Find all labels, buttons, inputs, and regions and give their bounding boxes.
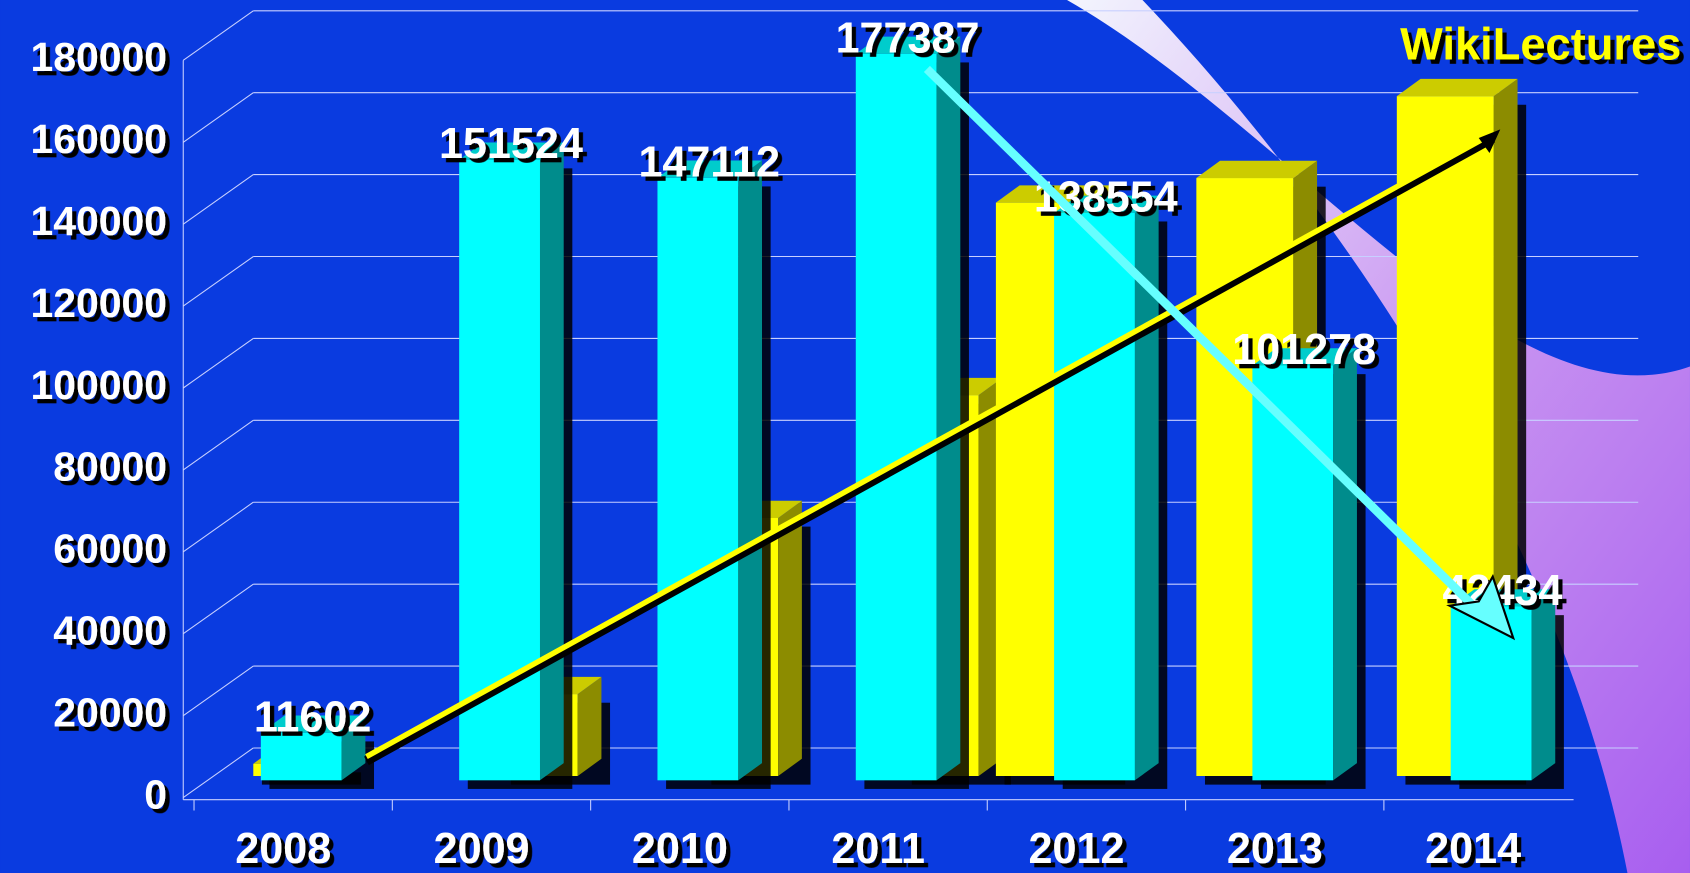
bar-side [936, 36, 961, 781]
bar-top [459, 142, 564, 160]
y-tick-label: 120000 [30, 280, 167, 326]
x-tick-label: 2013 [1227, 825, 1323, 873]
bar-top [1252, 348, 1357, 366]
y-tick-label: 60000 [53, 526, 167, 572]
bar-front [1252, 365, 1334, 781]
y-tick-label: 140000 [30, 198, 167, 244]
chart-title: WikiLectures [1400, 18, 1681, 69]
bar-top [1054, 195, 1159, 213]
grid-line [182, 665, 254, 717]
bar-front [1054, 212, 1135, 781]
bar-side [539, 142, 564, 781]
data-label: 101278 [1232, 326, 1376, 374]
trend-arrow [364, 133, 1496, 766]
grid-line [182, 10, 254, 61]
y-tick-label: 20000 [53, 689, 167, 735]
bar-side [1531, 589, 1556, 781]
bar-front [1450, 606, 1532, 781]
grid-line [182, 174, 254, 225]
bar-top [260, 715, 366, 733]
x-tick-label: 2011 [831, 825, 925, 873]
bar-side [341, 715, 366, 781]
y-tick-label: 80000 [53, 444, 167, 490]
arrow-head [1478, 129, 1501, 154]
bar-top [1196, 160, 1318, 179]
grid-line [182, 501, 254, 553]
x-tick-label: 2008 [235, 825, 331, 873]
y-tick-label: 100000 [30, 362, 167, 408]
bar-top [1396, 78, 1518, 97]
bar-side [738, 160, 763, 781]
x-tick-label: 2010 [632, 825, 728, 873]
arrow-head [1446, 573, 1516, 641]
bar-side [1333, 348, 1357, 781]
grid-line [182, 92, 254, 143]
y-tick-label: 40000 [53, 608, 167, 654]
plot-area: 0 20000 40000 60000 80000 100000 120000 140000 1… [30, 10, 1639, 873]
x-tick-label: 2009 [434, 825, 530, 873]
grid-line [182, 419, 254, 471]
bar-side [577, 676, 602, 776]
data-label: 147112 [638, 138, 779, 186]
trend-arrow [923, 65, 1491, 623]
decorative-swoosh [1067, 0, 1690, 873]
bar-front [657, 177, 739, 781]
grid-line [182, 583, 254, 635]
y-tick-label: 160000 [30, 116, 167, 162]
grid-line [182, 337, 254, 389]
y-tick-label: 180000 [30, 34, 167, 80]
x-tick-label: 2012 [1029, 825, 1125, 873]
bar-top [855, 36, 961, 54]
bar-front [855, 53, 937, 781]
grid-line [182, 747, 254, 798]
y-tick-label: 0 [144, 771, 167, 817]
data-label: 11602 [254, 693, 372, 741]
grid-line [182, 256, 254, 307]
data-label: 151524 [439, 120, 583, 168]
bar-side [778, 500, 802, 776]
trend-arrow [365, 131, 1495, 759]
bar-top [657, 160, 763, 178]
bar-side [1134, 195, 1159, 781]
x-tick-label: 2014 [1425, 825, 1521, 873]
bar-front [260, 732, 342, 781]
data-label: 177387 [836, 14, 980, 62]
